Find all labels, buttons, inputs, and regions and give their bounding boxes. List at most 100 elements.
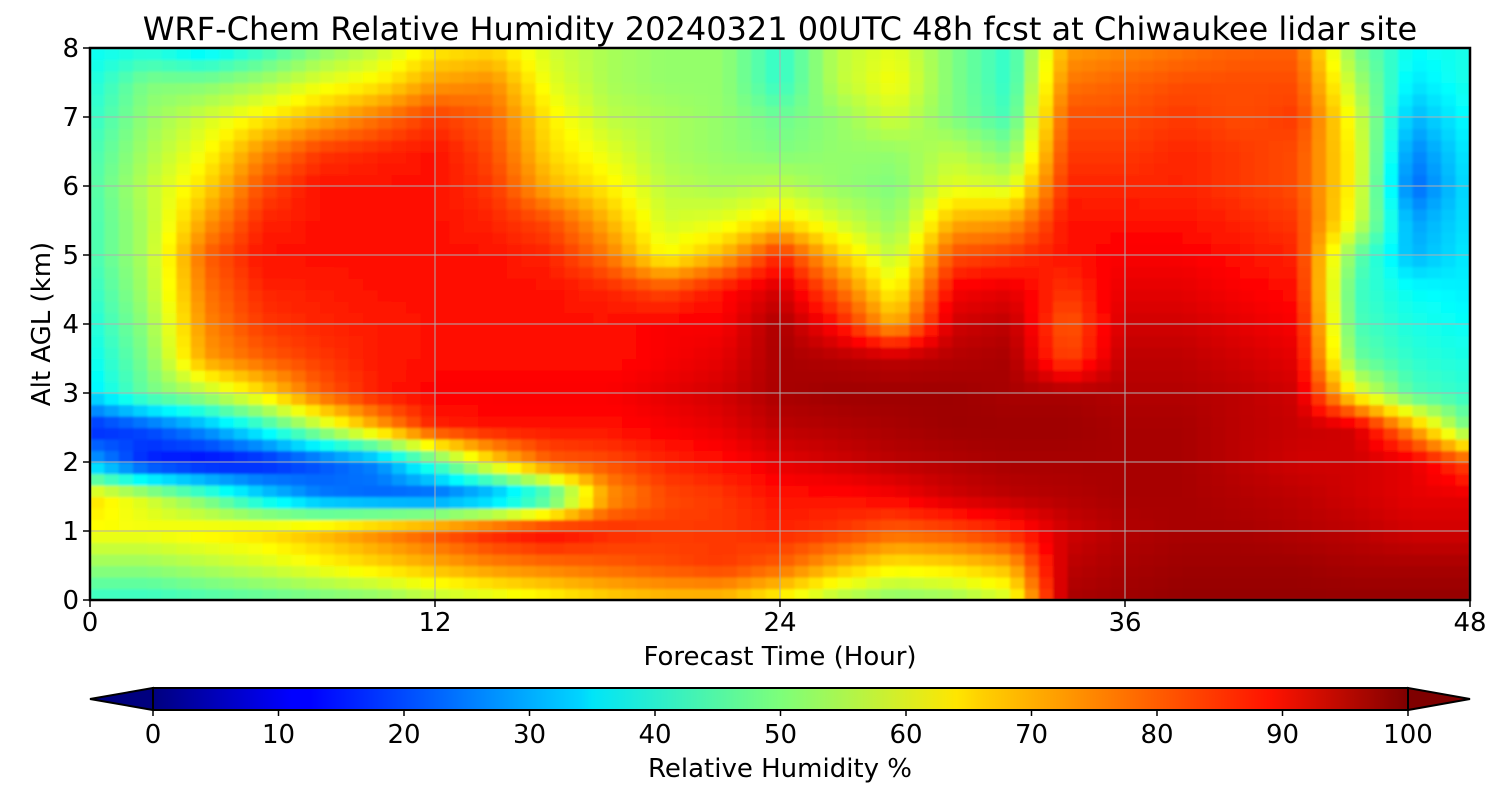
heatmap-cell <box>1326 427 1342 440</box>
heatmap-cell <box>650 232 666 245</box>
heatmap-cell <box>305 174 321 187</box>
heatmap-cell <box>492 186 508 199</box>
heatmap-cell <box>952 416 968 429</box>
heatmap-cell <box>1311 232 1327 245</box>
heatmap-cell <box>909 105 925 118</box>
heatmap-cell <box>1412 232 1428 245</box>
heatmap-cell <box>1297 416 1313 429</box>
heatmap-cell <box>1412 151 1428 164</box>
heatmap-cell <box>305 450 321 463</box>
heatmap-cell <box>1225 289 1241 302</box>
heatmap-cell <box>248 140 264 153</box>
heatmap-cell <box>406 473 422 486</box>
heatmap-cell <box>1067 59 1083 72</box>
heatmap-cell <box>133 151 149 164</box>
heatmap-cell <box>233 577 249 590</box>
heatmap-cell <box>1096 82 1112 95</box>
heatmap-cell <box>1153 140 1169 153</box>
heatmap-cell <box>923 370 939 383</box>
heatmap-cell <box>1383 266 1399 279</box>
heatmap-cell <box>449 335 465 348</box>
heatmap-cell <box>693 347 709 360</box>
heatmap-cell <box>1211 151 1227 164</box>
heatmap-cell <box>880 450 896 463</box>
heatmap-cell <box>147 416 163 429</box>
heatmap-cell <box>1024 174 1040 187</box>
heatmap-cell <box>1441 508 1457 521</box>
heatmap-cell <box>1383 347 1399 360</box>
heatmap-cell <box>923 209 939 222</box>
heatmap-cell <box>866 301 882 314</box>
heatmap-cell <box>1096 519 1112 532</box>
heatmap-cell <box>363 163 379 176</box>
heatmap-cell <box>320 278 335 291</box>
heatmap-cell <box>765 542 781 555</box>
heatmap-cell <box>1182 588 1198 601</box>
heatmap-cell <box>1081 105 1097 118</box>
heatmap-cell <box>506 531 522 544</box>
heatmap-cell <box>880 140 896 153</box>
heatmap-cell <box>190 542 206 555</box>
heatmap-cell <box>1038 554 1054 567</box>
heatmap-cell <box>176 174 192 187</box>
heatmap-cell <box>1225 128 1241 141</box>
heatmap-cell <box>751 416 767 429</box>
heatmap-cell <box>1326 128 1342 141</box>
heatmap-cell <box>506 393 522 406</box>
heatmap-cell <box>722 473 738 486</box>
heatmap-cell <box>1168 554 1184 567</box>
heatmap-cell <box>765 588 781 601</box>
heatmap-cell <box>607 577 623 590</box>
heatmap-cell <box>966 243 982 256</box>
heatmap-cell <box>377 519 393 532</box>
heatmap-cell <box>161 128 177 141</box>
heatmap-cell <box>981 473 997 486</box>
heatmap-cell <box>1268 347 1284 360</box>
heatmap-cell <box>1268 243 1284 256</box>
heatmap-cell <box>334 220 350 233</box>
heatmap-cell <box>1139 588 1155 601</box>
heatmap-cell <box>966 462 982 475</box>
heatmap-cell <box>262 358 278 371</box>
heatmap-cell <box>1081 186 1097 199</box>
heatmap-cell <box>377 197 393 210</box>
heatmap-cell <box>1053 163 1069 176</box>
heatmap-cell <box>1254 588 1270 601</box>
heatmap-cell <box>909 588 925 601</box>
heatmap-cell <box>1340 370 1356 383</box>
heatmap-cell <box>406 542 422 555</box>
heatmap-cell <box>147 82 163 95</box>
heatmap-cell <box>823 588 839 601</box>
heatmap-cell <box>492 243 508 256</box>
heatmap-cell <box>233 554 249 567</box>
heatmap-cell <box>1010 82 1025 95</box>
heatmap-cell <box>104 266 120 279</box>
heatmap-cell <box>161 496 177 509</box>
heatmap-cell <box>736 151 752 164</box>
heatmap-cell <box>90 220 105 233</box>
heatmap-cell <box>1398 324 1414 337</box>
heatmap-cell <box>348 117 364 130</box>
heatmap-cell <box>521 427 537 440</box>
heatmap-cell <box>492 519 508 532</box>
heatmap-cell <box>449 312 465 325</box>
heatmap-cell <box>578 140 594 153</box>
heatmap-cell <box>406 174 422 187</box>
heatmap-cell <box>1369 243 1385 256</box>
heatmap-cell <box>348 278 364 291</box>
heatmap-cell <box>794 220 810 233</box>
heatmap-cell <box>995 243 1011 256</box>
heatmap-cell <box>1268 289 1284 302</box>
heatmap-cell <box>564 416 580 429</box>
heatmap-cell <box>276 59 292 72</box>
heatmap-cell <box>923 255 939 268</box>
heatmap-cell <box>176 427 192 440</box>
heatmap-cell <box>118 163 134 176</box>
heatmap-cell <box>506 128 522 141</box>
heatmap-cell <box>1110 71 1126 84</box>
heatmap-cell <box>1110 485 1126 498</box>
heatmap-cell <box>1024 554 1040 567</box>
heatmap-cell <box>1283 404 1299 417</box>
heatmap-cell <box>521 174 537 187</box>
heatmap-cell <box>1412 462 1428 475</box>
